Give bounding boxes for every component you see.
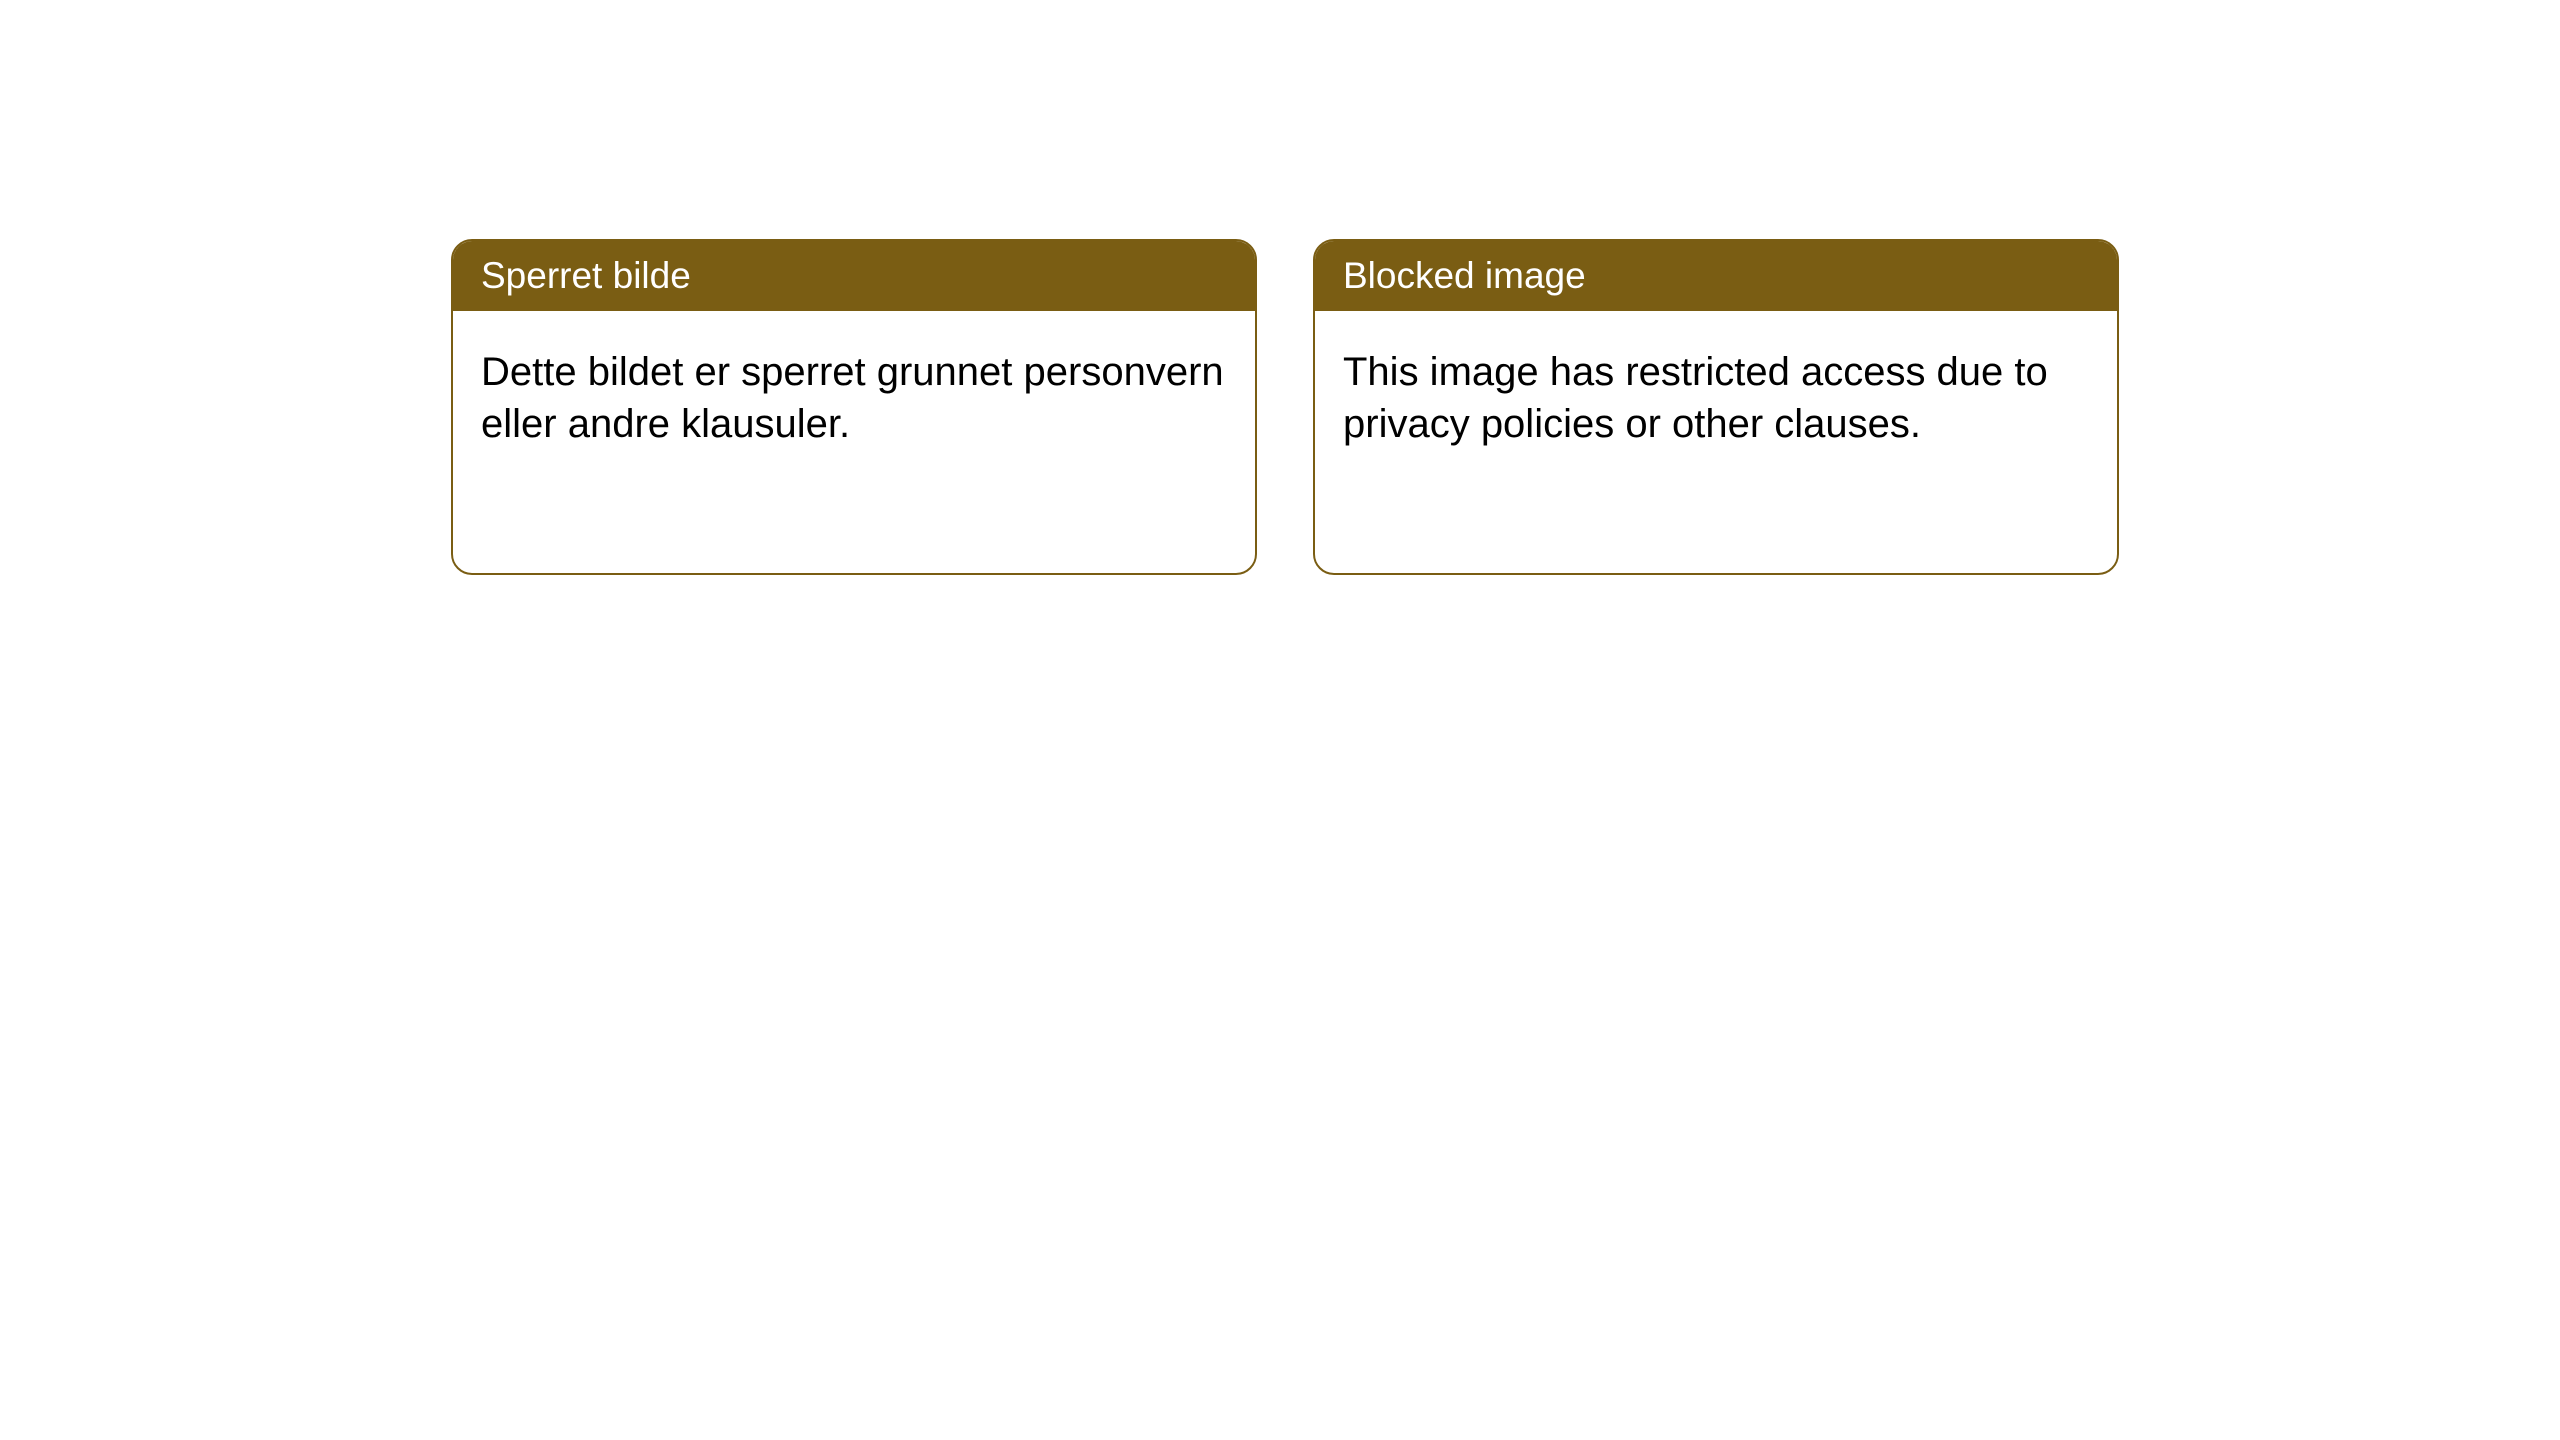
- notice-card-norwegian: Sperret bilde Dette bildet er sperret gr…: [451, 239, 1257, 575]
- card-header: Blocked image: [1315, 241, 2117, 311]
- card-header: Sperret bilde: [453, 241, 1255, 311]
- card-body-text: Dette bildet er sperret grunnet personve…: [481, 350, 1224, 446]
- card-title: Blocked image: [1343, 255, 1586, 296]
- card-body-text: This image has restricted access due to …: [1343, 350, 2048, 446]
- card-body: This image has restricted access due to …: [1315, 311, 2117, 485]
- blocked-image-notices: Sperret bilde Dette bildet er sperret gr…: [451, 239, 2119, 575]
- notice-card-english: Blocked image This image has restricted …: [1313, 239, 2119, 575]
- card-title: Sperret bilde: [481, 255, 691, 296]
- card-body: Dette bildet er sperret grunnet personve…: [453, 311, 1255, 485]
